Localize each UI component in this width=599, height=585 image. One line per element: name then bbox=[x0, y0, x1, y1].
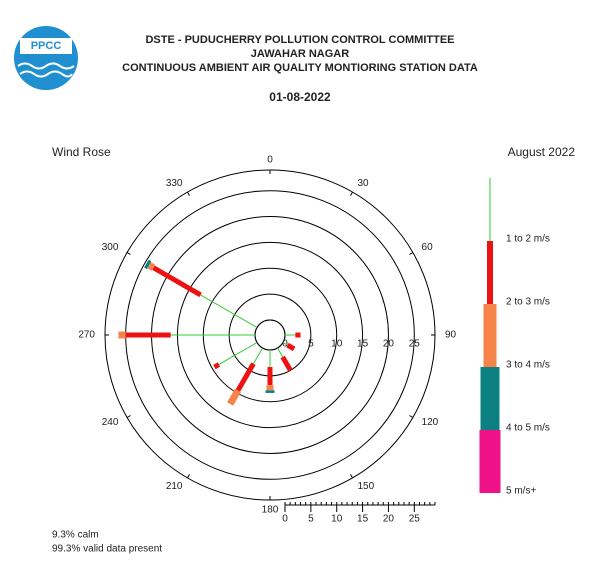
date: 01-08-2022 bbox=[269, 90, 331, 104]
legend-label: 1 to 2 m/s bbox=[506, 234, 550, 245]
scale-label: 20 bbox=[383, 514, 395, 525]
direction-tick bbox=[350, 191, 353, 196]
legend-label: 2 to 3 m/s bbox=[506, 297, 550, 308]
direction-tick bbox=[126, 415, 131, 418]
direction-label: 300 bbox=[102, 242, 119, 253]
r-tick-label: 10 bbox=[331, 339, 343, 350]
direction-tick bbox=[187, 191, 190, 196]
logo-band bbox=[20, 38, 72, 54]
direction-tick bbox=[409, 415, 414, 418]
direction-label: 60 bbox=[422, 242, 434, 253]
direction-label: 330 bbox=[166, 178, 183, 189]
legend-swatch bbox=[487, 241, 493, 304]
legend-swatch bbox=[480, 367, 500, 430]
rose-segment bbox=[147, 262, 156, 271]
rose-segment bbox=[213, 362, 221, 370]
r-tick-label: 20 bbox=[383, 339, 395, 350]
note: 99.3% valid data present bbox=[52, 544, 162, 555]
direction-label: 270 bbox=[78, 330, 95, 341]
rose-segment bbox=[227, 388, 241, 406]
chart-subtitle: August 2022 bbox=[508, 145, 576, 159]
direction-label: 210 bbox=[166, 481, 183, 492]
header-line: JAWAHAR NAGAR bbox=[251, 48, 349, 60]
legend-swatch bbox=[483, 304, 497, 367]
rose-segment bbox=[253, 347, 263, 364]
ring bbox=[254, 319, 286, 351]
logo: PPCC bbox=[14, 26, 78, 90]
r-tick-label: 25 bbox=[409, 339, 421, 350]
logo-waves bbox=[17, 62, 75, 78]
header-line: DSTE - PUDUCHERRY POLLUTION CONTROL COMM… bbox=[145, 34, 454, 46]
direction-label: 0 bbox=[267, 155, 273, 166]
legend-label: 5 m/s+ bbox=[506, 486, 536, 497]
rose-segment bbox=[144, 259, 152, 270]
note: 9.3% calm bbox=[52, 530, 99, 541]
rose-segment bbox=[235, 362, 256, 392]
direction-label: 120 bbox=[422, 417, 439, 428]
r-tick-label: 15 bbox=[357, 339, 369, 350]
rose-segment bbox=[286, 342, 296, 352]
direction-label: 240 bbox=[102, 417, 119, 428]
direction-tick bbox=[350, 474, 353, 479]
direction-label: 180 bbox=[262, 505, 279, 516]
direction-label: 150 bbox=[358, 481, 375, 492]
scale-label: 25 bbox=[409, 514, 421, 525]
logo-circle bbox=[14, 26, 78, 90]
rose-segment bbox=[200, 294, 258, 328]
direction-tick bbox=[409, 252, 414, 255]
logo-text: PPCC bbox=[31, 40, 62, 52]
scale-label: 0 bbox=[282, 514, 288, 525]
scale-label: 10 bbox=[331, 514, 343, 525]
legend-swatch bbox=[489, 178, 491, 241]
scale-label: 15 bbox=[357, 514, 369, 525]
legend-swatch bbox=[479, 430, 501, 493]
rose-segment bbox=[280, 355, 293, 372]
legend-label: 4 to 5 m/s bbox=[506, 423, 550, 434]
rose-segment bbox=[218, 342, 258, 365]
scale-label: 5 bbox=[308, 514, 314, 525]
r-tick-label: 5 bbox=[308, 339, 314, 350]
rose-segment bbox=[277, 347, 284, 358]
direction-tick bbox=[126, 252, 131, 255]
rose-segment bbox=[152, 265, 202, 298]
header-line: CONTINUOUS AMBIENT AIR QUALITY MONTIORIN… bbox=[122, 62, 478, 74]
direction-label: 90 bbox=[445, 330, 457, 341]
legend-label: 3 to 4 m/s bbox=[506, 360, 550, 371]
direction-tick bbox=[187, 474, 190, 479]
chart-title: Wind Rose bbox=[52, 145, 111, 159]
direction-label: 30 bbox=[358, 178, 370, 189]
rose-segment bbox=[282, 342, 288, 346]
